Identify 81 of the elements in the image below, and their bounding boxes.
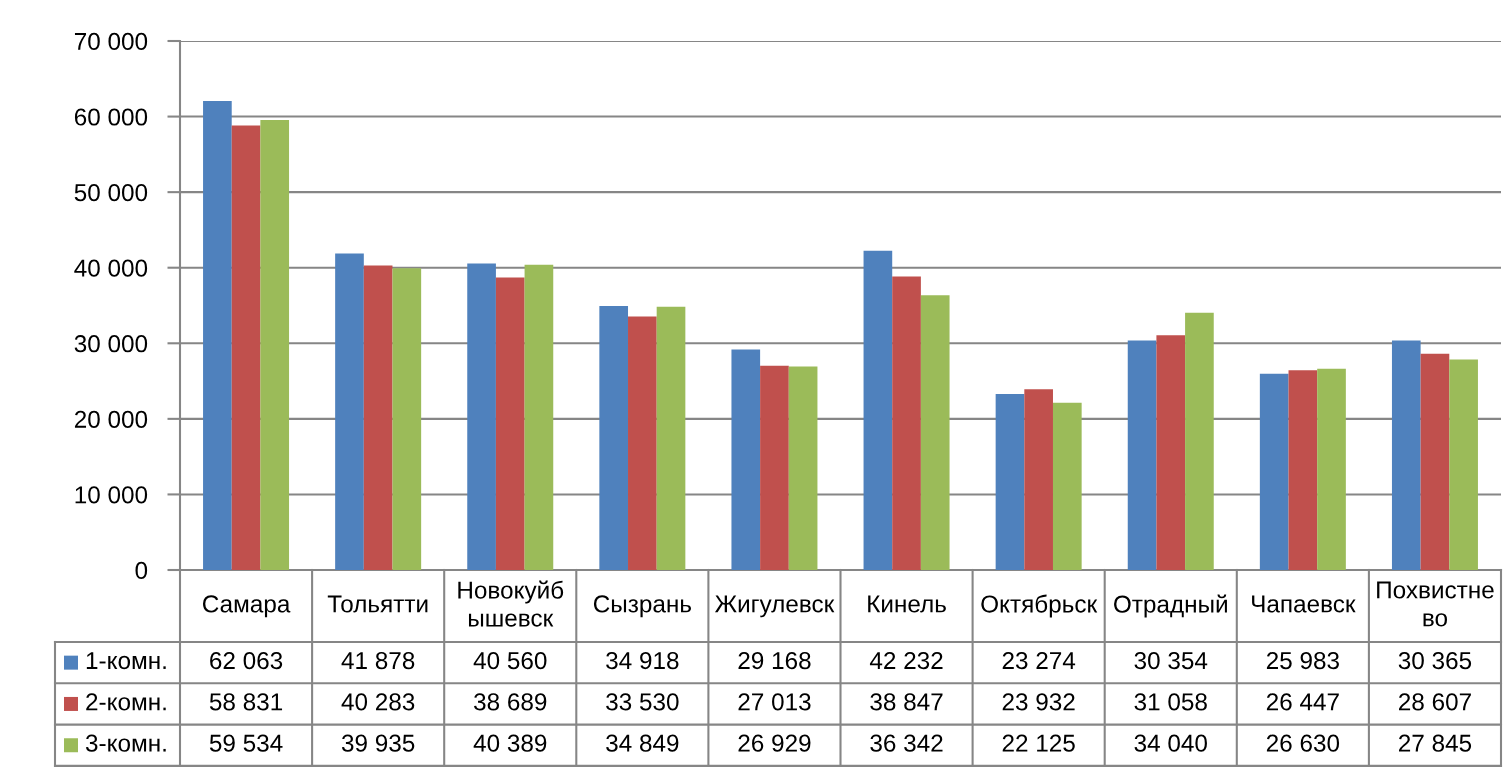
bar: [467, 263, 496, 570]
x-tick-label: Чапаевск: [1252, 595, 1356, 613]
bar: [995, 394, 1025, 570]
bar: [363, 265, 393, 570]
data-label: 39 935: [341, 734, 415, 752]
bar: [1024, 389, 1053, 570]
legend-label: 1-комн.: [86, 652, 166, 670]
data-label: 27 845: [1399, 734, 1472, 752]
data-label: 25 983: [1266, 651, 1339, 670]
data-label: 59 534: [209, 734, 283, 752]
y-tick-label: 30 000: [74, 335, 148, 353]
data-label: 27 013: [738, 693, 811, 711]
data-label: 38 689: [474, 693, 547, 711]
data-label: 34 918: [606, 651, 679, 670]
data-label: 23 932: [1002, 693, 1075, 711]
bar: [731, 349, 761, 570]
data-label: 58 831: [209, 693, 283, 711]
data-label: 30 354: [1134, 651, 1208, 670]
y-tick-label: 20 000: [74, 410, 148, 428]
bar: [863, 250, 893, 570]
data-label: 38 847: [870, 693, 943, 711]
data-label: 62 063: [210, 651, 283, 670]
bar: [231, 125, 261, 570]
bar: [1288, 370, 1318, 570]
bar: [920, 295, 950, 570]
x-tick-label: Октябрьск: [981, 594, 1098, 618]
legend-label: 2-комн.: [86, 693, 166, 711]
data-label: 36 342: [870, 734, 943, 752]
x-tick-label: Кинель: [868, 595, 946, 613]
data-label: 40 283: [341, 693, 415, 711]
data-label: 34 849: [606, 734, 679, 752]
y-tick-label: 40 000: [74, 259, 148, 277]
x-tick-label: Сызрань: [593, 595, 691, 618]
data-label: 23 274: [1002, 651, 1076, 670]
data-label: 41 878: [341, 651, 415, 670]
x-tick-label: Отрадный: [1114, 594, 1227, 618]
x-tick-label: Тольятти: [327, 595, 428, 613]
bar: [1449, 359, 1478, 570]
bar: [628, 316, 657, 570]
y-tick-label: 70 000: [74, 32, 148, 51]
bar: [1259, 373, 1289, 570]
x-tick-label: Похвистне во: [1377, 581, 1494, 627]
data-label: 42 232: [869, 651, 943, 670]
x-tick-label: Самара: [202, 595, 291, 618]
data-label: 29 168: [738, 651, 811, 670]
bar: [392, 268, 422, 570]
bar: [524, 264, 554, 570]
data-label: 34 040: [1134, 734, 1207, 752]
data-label: 26 929: [738, 734, 811, 752]
bar: [892, 276, 921, 570]
data-label: 31 058: [1134, 693, 1207, 711]
bar: [1420, 353, 1450, 570]
bar: [335, 253, 364, 570]
data-label: 40 389: [473, 734, 547, 752]
bar: [1317, 368, 1346, 570]
x-tick-label: Жигулевск: [714, 595, 835, 618]
bar: [495, 277, 525, 570]
bar: [1156, 335, 1186, 570]
bar: [1185, 312, 1214, 570]
bar: [260, 120, 290, 570]
y-tick-label: 50 000: [74, 183, 148, 202]
data-label: 40 560: [473, 651, 547, 670]
bar: [203, 100, 232, 570]
data-label: 26 630: [1266, 734, 1340, 752]
bar: [788, 366, 818, 570]
data-label: 22 125: [1002, 734, 1075, 752]
y-tick-label: 60 000: [74, 108, 148, 126]
legend-label: 3-комн.: [85, 734, 166, 752]
bar: [599, 306, 629, 570]
bar: [760, 365, 789, 570]
bar: [1391, 340, 1421, 570]
data-label: 28 607: [1399, 693, 1471, 711]
y-tick-label: 0: [135, 561, 148, 580]
bar: [1127, 340, 1157, 570]
y-tick-label: 10 000: [75, 486, 148, 504]
bar: [1052, 402, 1082, 570]
data-label: 30 365: [1398, 651, 1472, 670]
x-tick-label: Новокуйб ышевск: [458, 580, 564, 627]
data-label: 33 530: [606, 693, 679, 711]
bar: [656, 306, 686, 570]
data-label: 26 447: [1266, 693, 1339, 711]
